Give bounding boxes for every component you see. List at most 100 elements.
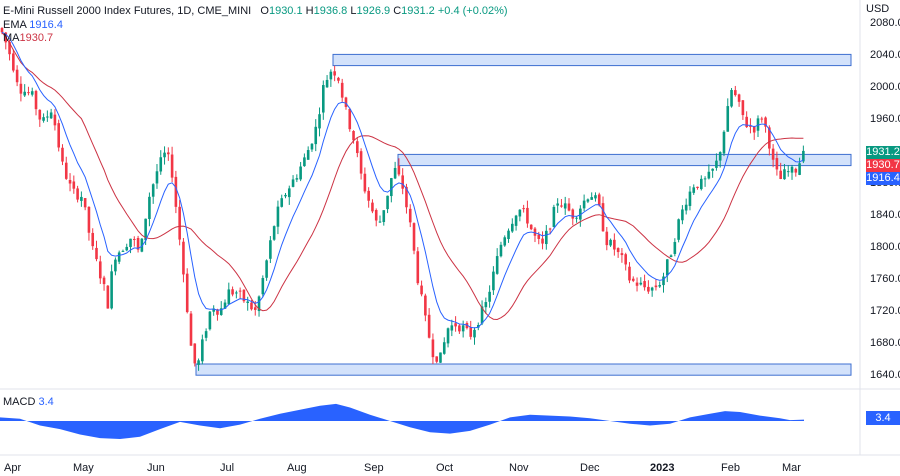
candle-body xyxy=(548,228,552,230)
candle-body xyxy=(201,339,204,362)
candle-body xyxy=(49,112,53,119)
candle-body xyxy=(401,175,404,189)
y-tick-label: 2080.0 xyxy=(870,17,900,29)
candle-body xyxy=(284,194,287,197)
close-label: C xyxy=(393,5,402,17)
candle-body xyxy=(669,255,673,258)
candle-body xyxy=(136,238,140,250)
candle-body xyxy=(72,181,76,189)
candle-body xyxy=(178,206,181,240)
candle-body xyxy=(684,204,688,211)
candle-body xyxy=(287,188,291,198)
candle-body xyxy=(635,282,639,286)
candle-body xyxy=(499,244,503,257)
candle-body xyxy=(144,218,147,241)
candle-body xyxy=(367,190,370,201)
ma-legend[interactable]: MA1930.7 xyxy=(3,31,53,45)
candle-body xyxy=(371,202,374,212)
high-value: 1936.8 xyxy=(313,5,348,17)
candle-body xyxy=(783,169,786,180)
candle-body xyxy=(416,251,420,284)
y-tick-label: 1680.0 xyxy=(870,337,900,349)
candle-body xyxy=(280,198,284,207)
macd-area xyxy=(0,403,804,439)
candle-body xyxy=(8,41,11,55)
candle-body xyxy=(121,250,125,252)
x-tick-label: 2023 xyxy=(650,462,675,474)
y-tick-label: 1840.0 xyxy=(870,209,900,221)
candle-body xyxy=(571,209,575,219)
candle-body xyxy=(575,217,578,219)
candle-body xyxy=(514,215,518,226)
candle-body xyxy=(310,143,314,150)
candle-body xyxy=(333,71,336,76)
candle-body xyxy=(439,352,442,363)
candle-body xyxy=(204,331,208,338)
candle-body xyxy=(295,178,299,180)
candle-body xyxy=(601,203,605,232)
x-tick-label: Apr xyxy=(4,462,22,474)
candle-body xyxy=(19,83,23,94)
candle-body xyxy=(567,203,571,211)
candle-body xyxy=(643,281,646,288)
candle-body xyxy=(102,277,106,285)
x-tick-label: Jun xyxy=(147,462,165,474)
candle-body xyxy=(185,273,189,313)
candle-body xyxy=(790,166,794,173)
candle-body xyxy=(12,53,15,71)
x-tick-label: Feb xyxy=(721,462,740,474)
candle-body xyxy=(616,248,620,253)
candle-body xyxy=(167,152,170,155)
candle-body xyxy=(718,152,722,161)
candle-body xyxy=(340,82,344,98)
candle-body xyxy=(23,91,26,96)
candle-body xyxy=(299,166,302,180)
candle-body xyxy=(503,237,507,246)
currency-label: USD xyxy=(866,3,890,15)
candle-body xyxy=(0,28,4,33)
candle-body xyxy=(265,260,268,278)
candle-body xyxy=(378,221,382,223)
candle-body xyxy=(106,285,110,309)
candle-body xyxy=(609,239,612,246)
ma-line xyxy=(1,31,804,321)
y-tick-label: 2000.0 xyxy=(870,81,900,93)
ema-legend[interactable]: EMA 1916.4 xyxy=(3,18,63,32)
candle-body xyxy=(197,360,200,365)
candle-body xyxy=(677,219,680,240)
candle-body xyxy=(64,162,68,179)
low-value: 1926.9 xyxy=(356,5,391,17)
y-tick-label: 2040.0 xyxy=(870,49,900,61)
macd-legend[interactable]: MACD 3.4 xyxy=(3,396,54,408)
candle-body xyxy=(151,184,155,197)
candle-body xyxy=(405,186,408,208)
candle-body xyxy=(620,253,624,256)
macd-value: 3.4 xyxy=(38,396,54,408)
candle-body xyxy=(722,131,726,154)
candle-body xyxy=(42,117,45,121)
candle-body xyxy=(34,91,38,110)
x-tick-label: Aug xyxy=(287,462,307,474)
open-label: O xyxy=(260,5,269,17)
candle-body xyxy=(446,328,450,344)
candle-body xyxy=(98,261,102,279)
candle-body xyxy=(650,287,654,291)
candle-body xyxy=(420,285,423,295)
candle-body xyxy=(257,296,261,312)
candle-body xyxy=(223,302,227,309)
candle-body xyxy=(212,308,215,312)
candle-body xyxy=(473,329,476,338)
change-value: +0.4 (+0.02%) xyxy=(437,5,508,17)
candle-body xyxy=(775,158,779,170)
candle-body xyxy=(125,246,129,251)
candle-body xyxy=(563,203,567,209)
candle-body xyxy=(38,109,42,120)
candle-body xyxy=(393,167,397,179)
candle-body xyxy=(541,238,544,244)
candle-body xyxy=(322,85,325,113)
candle-body xyxy=(545,230,548,245)
candle-body xyxy=(303,157,306,167)
candle-body xyxy=(189,313,193,346)
candle-body xyxy=(87,206,91,233)
